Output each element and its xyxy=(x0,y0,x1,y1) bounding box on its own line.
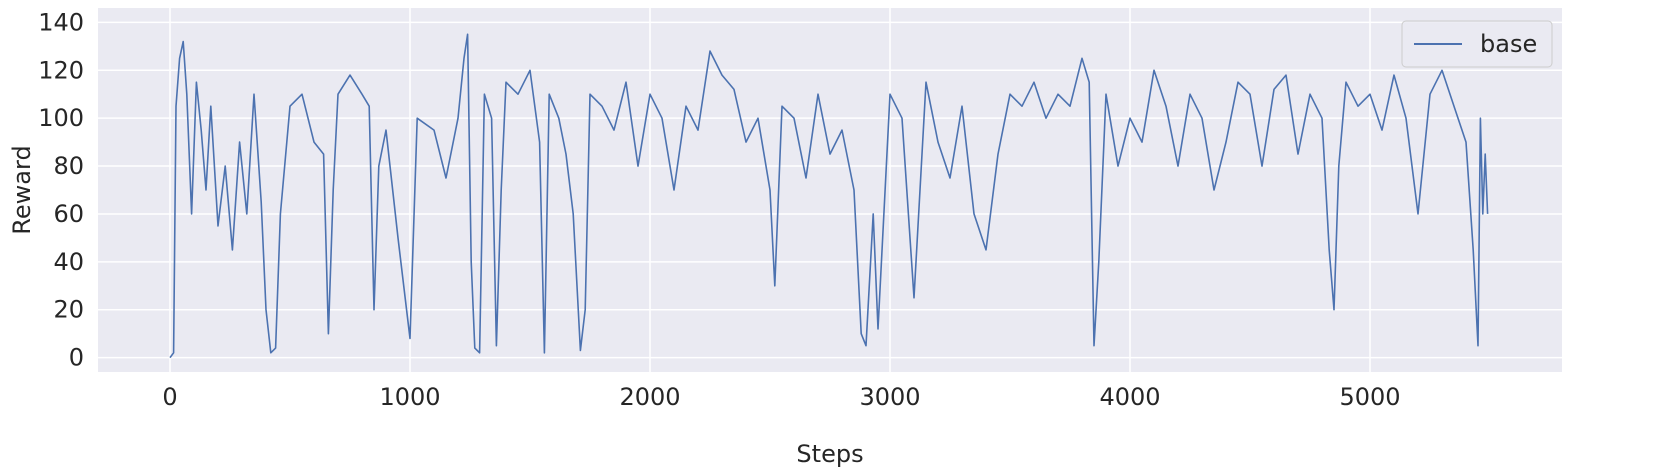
legend: base xyxy=(1401,20,1553,68)
x-tick-label: 0 xyxy=(162,383,177,411)
y-tick-label: 100 xyxy=(38,104,84,132)
tick-labels: 0 1000 2000 3000 4000 5000 0 20 40 60 80 100 120 140 xyxy=(38,8,1400,411)
y-axis-label: Reward xyxy=(8,145,36,234)
y-tick-label: 0 xyxy=(69,344,84,372)
x-tick-label: 4000 xyxy=(1099,383,1160,411)
legend-label-base: base xyxy=(1480,30,1537,58)
x-tick-label: 3000 xyxy=(859,383,920,411)
x-tick-label: 2000 xyxy=(619,383,680,411)
x-axis-label: Steps xyxy=(796,440,863,468)
y-tick-label: 20 xyxy=(53,296,84,324)
y-tick-label: 120 xyxy=(38,56,84,84)
series-line-base xyxy=(169,33,1489,359)
x-tick-label: 5000 xyxy=(1339,383,1400,411)
y-tick-label: 60 xyxy=(53,200,84,228)
y-tick-label: 140 xyxy=(38,8,84,36)
legend-box xyxy=(1401,20,1553,68)
y-tick-label: 80 xyxy=(53,152,84,180)
y-tick-label: 40 xyxy=(53,248,84,276)
grid-lines xyxy=(98,8,1562,372)
plot-background xyxy=(98,8,1562,372)
x-tick-label: 1000 xyxy=(379,383,440,411)
series-lines xyxy=(169,33,1489,359)
